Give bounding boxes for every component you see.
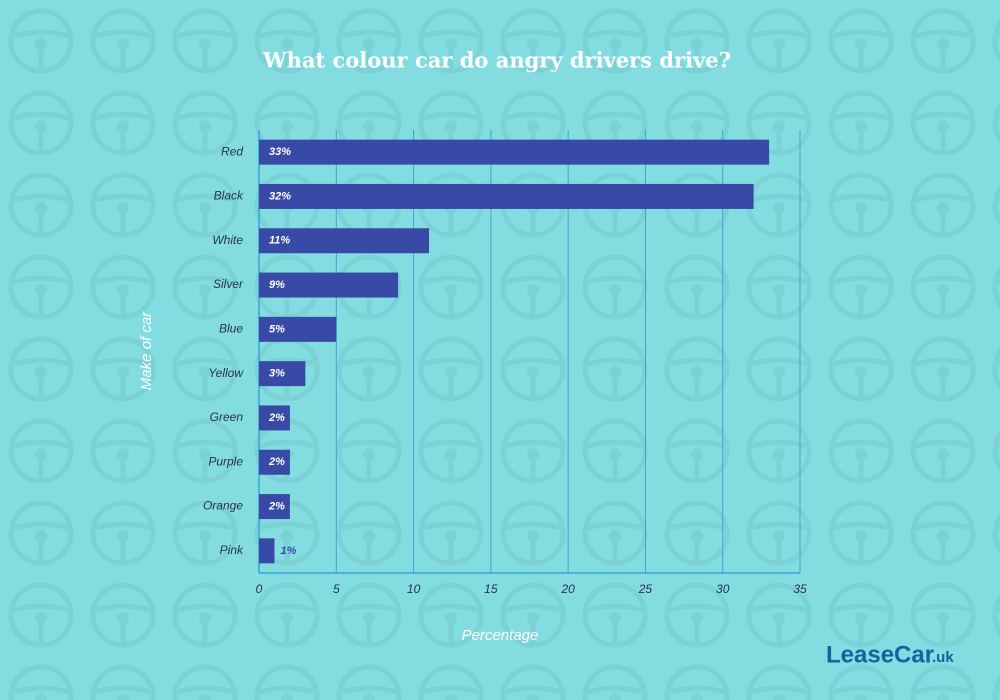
y-tick-label: Purple bbox=[208, 454, 243, 468]
logo-name: LeaseCar bbox=[826, 641, 934, 668]
value-label: 5% bbox=[269, 323, 285, 335]
value-label: 32% bbox=[269, 190, 291, 202]
x-axis-label: Percentage bbox=[462, 627, 539, 644]
y-tick-label: Pink bbox=[220, 543, 244, 557]
y-tick-label: Red bbox=[221, 144, 243, 158]
x-tick-label: 15 bbox=[484, 582, 498, 596]
value-label: 11% bbox=[269, 235, 290, 247]
bar bbox=[259, 228, 430, 254]
bar bbox=[259, 494, 290, 520]
value-label: 2% bbox=[268, 456, 285, 468]
x-tick-label: 25 bbox=[638, 582, 653, 596]
x-tick-label: 30 bbox=[716, 582, 730, 596]
value-label: 33% bbox=[269, 146, 291, 158]
y-tick-label: Black bbox=[214, 189, 244, 203]
bar bbox=[259, 405, 290, 431]
logo-suffix: .uk bbox=[932, 649, 954, 666]
bar bbox=[259, 139, 770, 165]
value-label: 9% bbox=[269, 279, 285, 291]
y-tick-label: Blue bbox=[219, 322, 243, 336]
bar bbox=[259, 361, 306, 387]
x-tick-label: 10 bbox=[407, 582, 421, 596]
value-label: 2% bbox=[268, 412, 285, 424]
y-axis-label: Make of car bbox=[138, 311, 155, 390]
y-tick-label: White bbox=[212, 233, 243, 247]
value-label: 1% bbox=[280, 545, 296, 557]
logo: LeaseCar .uk bbox=[826, 641, 954, 668]
x-tick-label: 5 bbox=[333, 582, 340, 596]
bar bbox=[259, 449, 290, 475]
x-tick-label: 35 bbox=[793, 582, 807, 596]
value-label: 3% bbox=[269, 368, 285, 380]
y-tick-label: Yellow bbox=[208, 366, 244, 380]
y-tick-label: Orange bbox=[203, 499, 243, 513]
bar bbox=[259, 272, 399, 298]
value-label: 2% bbox=[268, 500, 285, 512]
y-tick-label: Silver bbox=[213, 277, 244, 291]
bar bbox=[259, 183, 754, 209]
bar bbox=[259, 316, 337, 342]
y-tick-label: Green bbox=[210, 410, 244, 424]
bar bbox=[259, 538, 275, 564]
x-tick-label: 20 bbox=[560, 582, 575, 596]
chart-title: What colour car do angry drivers drive? bbox=[262, 48, 731, 73]
x-tick-label: 0 bbox=[256, 582, 263, 596]
